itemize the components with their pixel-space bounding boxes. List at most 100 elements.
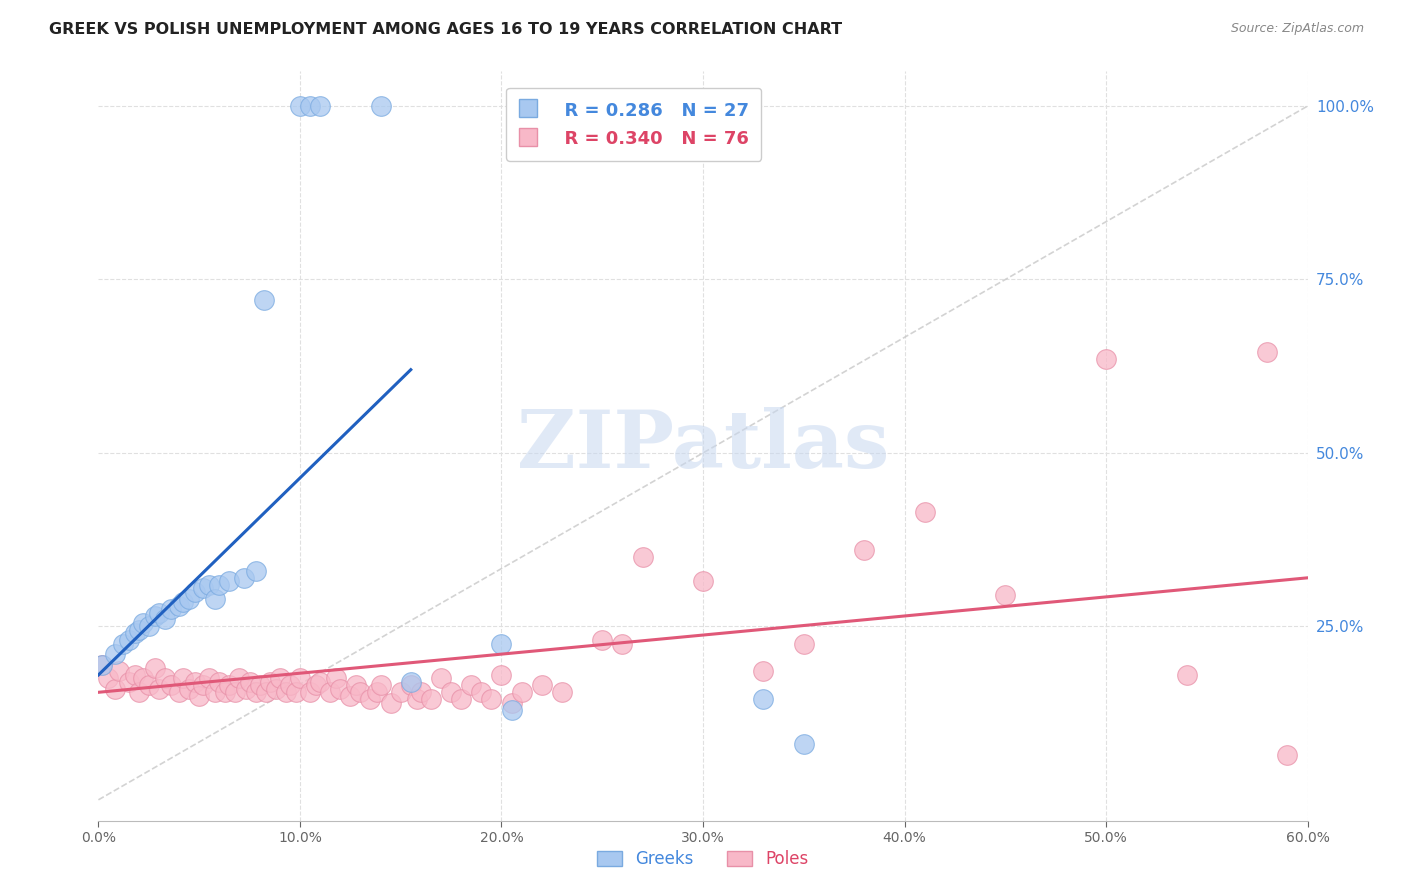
Point — [752, 692, 775, 706]
Point — [132, 615, 155, 630]
Point — [288, 99, 311, 113]
Point — [172, 595, 194, 609]
Point — [501, 696, 523, 710]
Point — [103, 681, 125, 696]
Point — [232, 571, 254, 585]
Point — [153, 612, 176, 626]
Point — [198, 672, 221, 686]
Point — [228, 672, 250, 686]
Point — [360, 692, 382, 706]
Point — [167, 685, 190, 699]
Point — [188, 689, 211, 703]
Point — [399, 678, 422, 692]
Point — [193, 581, 215, 595]
Point — [224, 685, 246, 699]
Point — [914, 505, 936, 519]
Point — [1175, 668, 1198, 682]
Point — [510, 685, 533, 699]
Point — [344, 678, 367, 692]
Point — [551, 685, 574, 699]
Point — [530, 678, 553, 692]
Point — [128, 685, 150, 699]
Point — [1256, 345, 1278, 359]
Point — [430, 672, 453, 686]
Point — [124, 668, 146, 682]
Text: ZIPatlas: ZIPatlas — [517, 407, 889, 485]
Point — [239, 674, 262, 689]
Point — [793, 737, 815, 751]
Point — [470, 685, 492, 699]
Point — [399, 674, 422, 689]
Point — [218, 574, 240, 589]
Point — [305, 678, 328, 692]
Point — [309, 674, 332, 689]
Point — [692, 574, 714, 589]
Text: GREEK VS POLISH UNEMPLOYMENT AMONG AGES 16 TO 19 YEARS CORRELATION CHART: GREEK VS POLISH UNEMPLOYMENT AMONG AGES … — [49, 22, 842, 37]
Point — [128, 623, 150, 637]
Point — [179, 591, 201, 606]
Point — [198, 578, 221, 592]
Point — [1095, 352, 1118, 367]
Point — [284, 685, 307, 699]
Point — [278, 678, 301, 692]
Point — [409, 685, 432, 699]
Point — [491, 637, 513, 651]
Text: Source: ZipAtlas.com: Source: ZipAtlas.com — [1230, 22, 1364, 36]
Point — [160, 678, 183, 692]
Point — [1277, 747, 1299, 762]
Point — [299, 685, 322, 699]
Legend: Greeks, Poles: Greeks, Poles — [591, 844, 815, 875]
Point — [380, 696, 402, 710]
Point — [309, 99, 332, 113]
Point — [269, 672, 291, 686]
Point — [214, 685, 236, 699]
Point — [339, 689, 361, 703]
Point — [853, 543, 876, 558]
Point — [118, 674, 141, 689]
Point — [204, 591, 226, 606]
Point — [124, 626, 146, 640]
Point — [148, 681, 170, 696]
Point — [153, 672, 176, 686]
Point — [253, 293, 276, 308]
Point — [460, 678, 482, 692]
Point — [370, 678, 392, 692]
Point — [440, 685, 463, 699]
Point — [143, 661, 166, 675]
Point — [501, 703, 523, 717]
Point — [138, 678, 160, 692]
Point — [148, 606, 170, 620]
Point — [591, 633, 613, 648]
Point — [245, 685, 267, 699]
Point — [994, 588, 1017, 602]
Point — [274, 685, 297, 699]
Point — [193, 678, 215, 692]
Point — [204, 685, 226, 699]
Point — [259, 674, 281, 689]
Point — [752, 665, 775, 679]
Point — [481, 692, 503, 706]
Point — [208, 674, 231, 689]
Point — [631, 549, 654, 564]
Point — [167, 599, 190, 613]
Point — [491, 668, 513, 682]
Point — [97, 672, 120, 686]
Point — [288, 672, 311, 686]
Point — [132, 672, 155, 686]
Point — [319, 685, 342, 699]
Point — [264, 681, 287, 696]
Point — [91, 657, 114, 672]
Point — [160, 602, 183, 616]
Point — [172, 672, 194, 686]
Point — [107, 665, 129, 679]
Point — [138, 619, 160, 633]
Point — [143, 609, 166, 624]
Point — [325, 672, 347, 686]
Point — [184, 674, 207, 689]
Point — [111, 637, 134, 651]
Point — [103, 647, 125, 661]
Point — [118, 633, 141, 648]
Point — [245, 564, 267, 578]
Point — [366, 685, 388, 699]
Point — [299, 99, 322, 113]
